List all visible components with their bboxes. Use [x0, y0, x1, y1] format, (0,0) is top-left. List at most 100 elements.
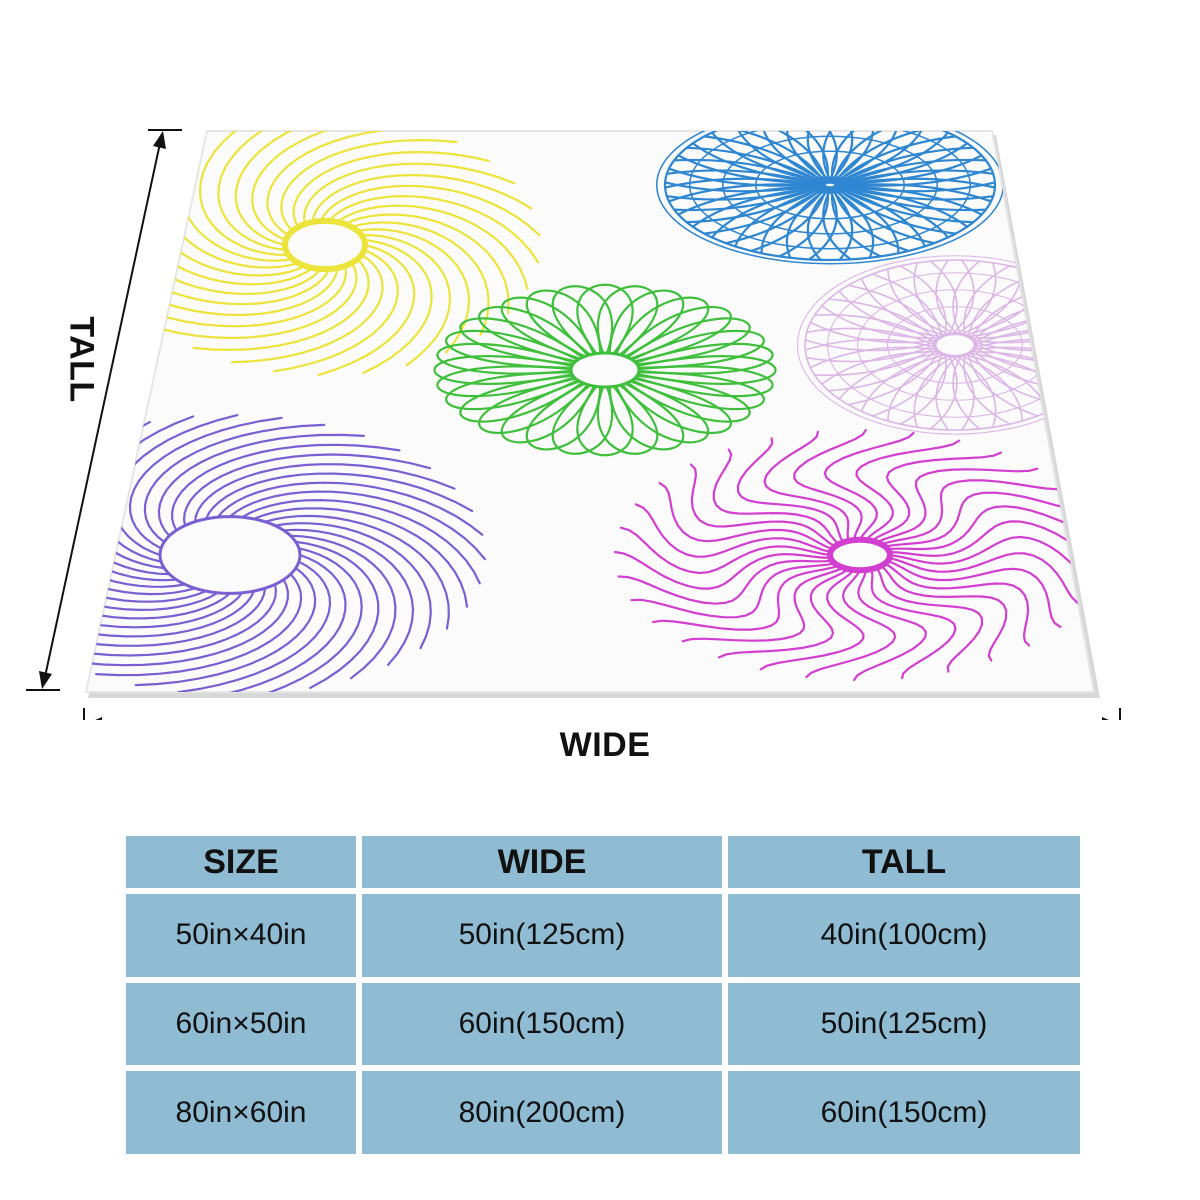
rosette-stroke [823, 431, 915, 541]
rosette-stroke [759, 568, 865, 671]
cell-size: 60in×50in [126, 982, 356, 1066]
rosette-stroke [805, 569, 897, 679]
rosette-stroke [804, 339, 937, 352]
rosette-stroke [631, 371, 765, 411]
rosette-stroke [86, 587, 267, 647]
size-table-row: 60in×50in 60in(150cm) 50in(125cm) [126, 982, 1080, 1066]
rosette-stroke [86, 502, 208, 603]
rosette-stroke [621, 377, 732, 435]
rosette-stroke [831, 186, 926, 248]
rosette-stroke [343, 213, 510, 315]
rosette-stroke [952, 355, 975, 431]
rosette-stroke [913, 355, 954, 429]
rosette-stroke [830, 186, 900, 255]
rosette-stroke [956, 355, 997, 429]
rosette-stroke [834, 154, 983, 185]
rosette-stroke [86, 480, 197, 596]
rosette-stroke [847, 284, 940, 340]
rosette-ring [754, 150, 906, 220]
rosette-stroke [785, 131, 831, 184]
cell-wide: 80in(200cm) [362, 1071, 722, 1154]
rosette-stroke [617, 559, 834, 605]
cell-wide: 50in(125cm) [362, 894, 722, 977]
cell-size: 80in×60in [126, 1071, 356, 1154]
rosette-stroke [665, 183, 826, 201]
rosette-stroke [805, 327, 936, 346]
rosette-stroke [827, 298, 938, 342]
rosette-stroke [228, 490, 486, 561]
rosette-stroke [265, 547, 363, 692]
rosette-stroke [673, 184, 826, 212]
rosette-stroke [935, 355, 958, 431]
rosette-stroke [525, 289, 602, 358]
rosette-ring [721, 135, 939, 235]
rosette-stroke [596, 384, 659, 455]
blanket [84, 130, 1096, 693]
rosette-stroke [282, 528, 415, 666]
rosette-stroke [952, 260, 981, 335]
header-wide: WIDE [362, 836, 722, 888]
rosette-stroke [608, 289, 685, 358]
rosette-stroke [134, 264, 348, 328]
rosette-stroke [273, 522, 432, 650]
rosette-stroke [157, 433, 365, 537]
rosette-stroke [667, 167, 826, 187]
rosette-stroke [712, 448, 840, 546]
rosette-stroke [834, 181, 996, 193]
rosette-stroke [956, 261, 997, 335]
rosette-stroke [86, 549, 232, 620]
rosette-stroke [813, 346, 937, 377]
rosette-center-ring [282, 217, 368, 273]
rosette-stroke [350, 221, 490, 336]
rosette-stroke [234, 131, 333, 247]
wide-dimension-arrow [83, 708, 1121, 720]
rosette-center-ring [827, 536, 893, 574]
rosette-stroke [273, 248, 399, 373]
rosette-stroke [86, 444, 178, 582]
rosette-stroke [576, 385, 634, 457]
rosette-outer-ring [804, 259, 1094, 431]
rosette-stroke [626, 317, 751, 366]
rosette-stroke [830, 131, 882, 184]
rosette-stroke [870, 451, 1002, 542]
rosette-stroke [525, 382, 602, 451]
rosette-stroke [626, 374, 751, 423]
rosette-stroke [86, 460, 187, 588]
rosette-stroke [778, 186, 830, 258]
cell-size: 50in×40in [126, 894, 356, 977]
rosette-stroke [718, 568, 850, 659]
rosette-stroke [880, 564, 1008, 662]
rosette-stroke [750, 186, 828, 252]
rosette-stroke [445, 371, 579, 411]
rosette-stroke [833, 131, 936, 185]
size-chart-table: SIZE WIDE TALL 50in×40in 50in(125cm) 40i… [120, 830, 1086, 1160]
rosette-stroke [615, 380, 710, 444]
rosette-stroke [833, 142, 969, 185]
rosette-stroke [813, 313, 937, 344]
rosette-stroke [614, 550, 832, 590]
rosette-stroke [619, 526, 832, 575]
rosette-ring [886, 306, 1024, 384]
rosette-stroke [198, 131, 290, 256]
rosette-stroke [445, 329, 579, 369]
rosette-stroke [280, 138, 458, 232]
rosette-stroke [838, 290, 943, 338]
rosette-stroke [967, 352, 1039, 417]
rosette-stroke [886, 559, 1062, 628]
rosette-stroke [952, 259, 975, 335]
rosette-magenta [614, 428, 1094, 682]
rosette-center-ring [158, 515, 302, 595]
rosette-stroke [689, 463, 837, 548]
rosette-ring [688, 131, 972, 250]
rosette-stroke [952, 355, 981, 430]
rosette-stroke [86, 574, 244, 629]
rosette-stroke [929, 260, 958, 335]
rosette-stroke [834, 158, 987, 186]
rosette-stroke [875, 566, 984, 673]
size-table-row: 80in×60in 80in(200cm) 60in(150cm) [126, 1071, 1080, 1154]
cell-wide: 60in(150cm) [362, 982, 722, 1066]
rosette-stroke [832, 131, 910, 184]
rosette-stroke [963, 265, 1011, 336]
rosette-stroke [806, 131, 832, 184]
